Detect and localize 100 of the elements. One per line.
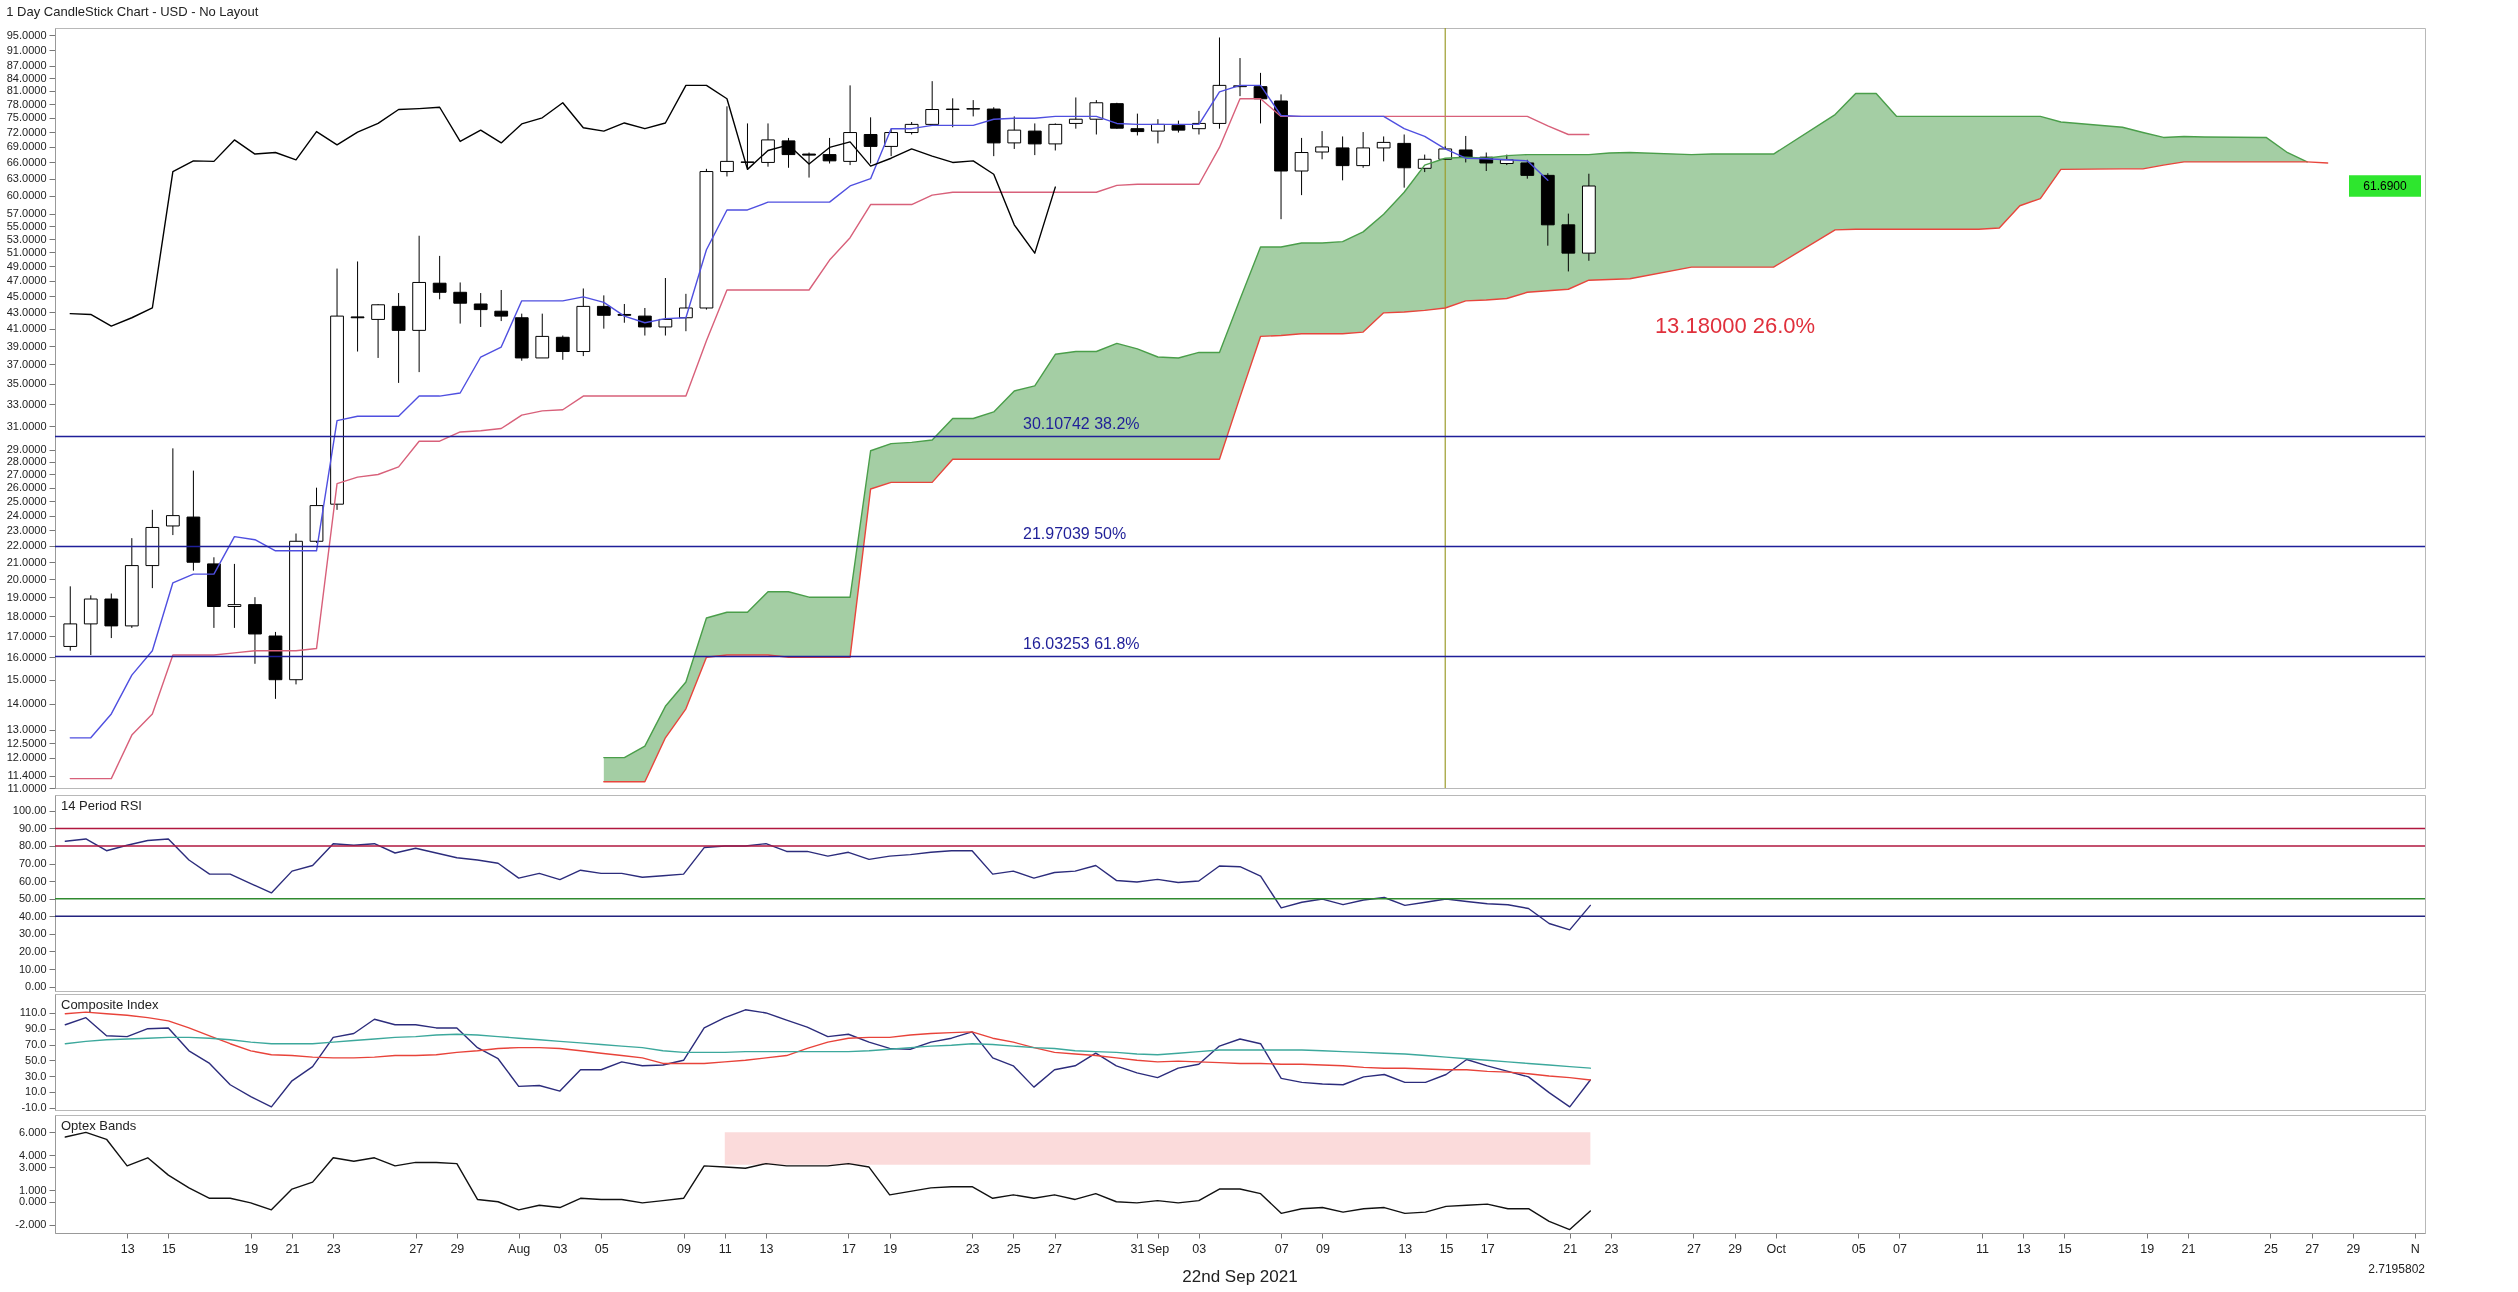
candlestick <box>432 255 447 300</box>
y-tick-label: 50.0 <box>25 1053 47 1066</box>
y-tick-label: 70.00 <box>18 857 47 870</box>
y-tick-label: 45.0000 <box>6 289 47 302</box>
y-tick-label: 28.0000 <box>6 455 47 468</box>
y-tick-label: 10.00 <box>18 962 47 975</box>
x-tick-label: 27 <box>409 1241 424 1256</box>
y-tick-label: 80.00 <box>18 839 47 852</box>
y-tick-label: 47.0000 <box>6 274 47 287</box>
y-tick-label: 12.5000 <box>6 736 47 749</box>
x-tick-label: 19 <box>883 1241 898 1256</box>
ref-line-label: 16.03253 61.8% <box>1023 635 1140 653</box>
y-tick-label: 69.0000 <box>6 140 47 153</box>
candlestick <box>555 335 570 361</box>
y-tick-label: 35.0000 <box>6 377 47 390</box>
candlestick <box>884 128 899 157</box>
x-tick-label: 19 <box>244 1241 259 1256</box>
y-tick-label: 37.0000 <box>6 357 47 370</box>
x-tick-label: 09 <box>1315 1241 1330 1256</box>
x-tick-label: 23 <box>965 1241 980 1256</box>
candlestick <box>1007 115 1022 150</box>
x-tick-label: 23 <box>326 1241 341 1256</box>
candlestick <box>761 122 775 168</box>
annotation: 61.6900 <box>2363 179 2408 193</box>
ref-line-label: 21.97039 50% <box>1023 525 1127 543</box>
y-tick-label: 70.0 <box>25 1038 47 1050</box>
y-tick-label: 30.00 <box>18 927 47 940</box>
y-tick-label: 60.00 <box>18 874 47 887</box>
candlestick <box>781 137 796 169</box>
y-tick-label: 26.0000 <box>6 481 47 494</box>
x-tick-label: 25 <box>2263 1241 2278 1256</box>
candlestick <box>658 277 673 337</box>
y-tick-label: 11.4000 <box>7 769 47 782</box>
y-tick-label: 87.0000 <box>6 59 47 72</box>
y-tick-label: 75.0000 <box>6 111 47 124</box>
line-series <box>64 1131 1592 1231</box>
x-tick-label: 27 <box>1686 1241 1701 1256</box>
candlestick <box>720 105 734 177</box>
candlestick <box>1356 131 1371 169</box>
y-tick-label: 31.0000 <box>6 419 47 432</box>
candlestick <box>596 294 611 330</box>
y-tick-label: 51.0000 <box>6 245 47 258</box>
x-tick-label: Sep <box>1146 1241 1170 1256</box>
y-tick-label: 50.00 <box>18 892 47 905</box>
y-tick-label: 49.0000 <box>6 259 47 272</box>
y-tick-label: 33.0000 <box>6 397 47 410</box>
y-tick-label: 63.0000 <box>6 172 47 185</box>
y-tick-label: 13.0000 <box>6 723 47 736</box>
candlestick <box>494 289 509 322</box>
x-tick-label: 03 <box>1192 1241 1207 1256</box>
x-tick-label: 25 <box>1006 1241 1021 1256</box>
x-tick-label: 11 <box>718 1241 732 1256</box>
x-tick-label: 13 <box>2016 1241 2031 1256</box>
candlestick <box>945 97 960 128</box>
x-tick-label: 03 <box>553 1241 568 1256</box>
y-tick-label: 91.0000 <box>6 43 47 56</box>
y-tick-label: 66.0000 <box>6 155 47 168</box>
line-series <box>64 1011 1592 1081</box>
y-tick-label: 72.0000 <box>6 125 47 138</box>
y-tick-label: 25.0000 <box>6 494 47 507</box>
y-tick-label: 0.00 <box>25 980 47 993</box>
x-tick-label: 13 <box>759 1241 774 1256</box>
text: 22nd Sep 2021 <box>1182 1267 1298 1286</box>
y-tick-label: 20.00 <box>18 944 47 957</box>
candlestick <box>1294 137 1309 196</box>
candlestick <box>1376 135 1391 162</box>
candlestick <box>863 116 878 164</box>
x-tick-label: 09 <box>677 1241 692 1256</box>
x-tick-label: 17 <box>841 1241 856 1256</box>
y-tick-label: 12.0000 <box>6 751 47 764</box>
x-tick-label: 21 <box>285 1241 300 1256</box>
candlestick <box>350 260 365 353</box>
y-tick-label: -2.000 <box>15 1218 47 1231</box>
text: 2.7195802 <box>2368 1262 2426 1276</box>
chart-title: 1 Day CandleStick Chart - USD - No Layout <box>6 4 259 20</box>
y-tick-label: 53.0000 <box>6 232 47 245</box>
x-tick-label: 29 <box>2346 1241 2361 1256</box>
y-tick-label: 84.0000 <box>6 71 47 84</box>
x-tick-label: 19 <box>2140 1241 2155 1256</box>
x-tick-label: 21 <box>1563 1241 1578 1256</box>
candlestick <box>1130 113 1145 136</box>
y-tick-label: 57.0000 <box>6 207 47 220</box>
y-tick-label: 20.0000 <box>6 572 47 585</box>
y-tick-label: 60.0000 <box>6 189 47 202</box>
candlestick <box>617 303 632 324</box>
x-tick-label: 27 <box>2305 1241 2320 1256</box>
y-tick-label: 90.0 <box>25 1022 47 1035</box>
candlestick <box>1458 135 1473 163</box>
y-tick-label: 19.0000 <box>6 590 47 603</box>
y-tick-label: 3.000 <box>18 1160 47 1173</box>
candlestick <box>1048 122 1063 151</box>
candlestick <box>63 585 78 652</box>
y-tick-label: 29.0000 <box>6 443 47 456</box>
y-tick-label: 10.0 <box>25 1085 47 1098</box>
candlestick <box>473 292 488 328</box>
x-tick-label: 15 <box>161 1241 176 1256</box>
y-tick-label: 16.0000 <box>6 650 47 663</box>
x-tick-label: 29 <box>1728 1241 1743 1256</box>
candlestick <box>802 152 816 179</box>
y-tick-label: 23.0000 <box>6 523 47 536</box>
